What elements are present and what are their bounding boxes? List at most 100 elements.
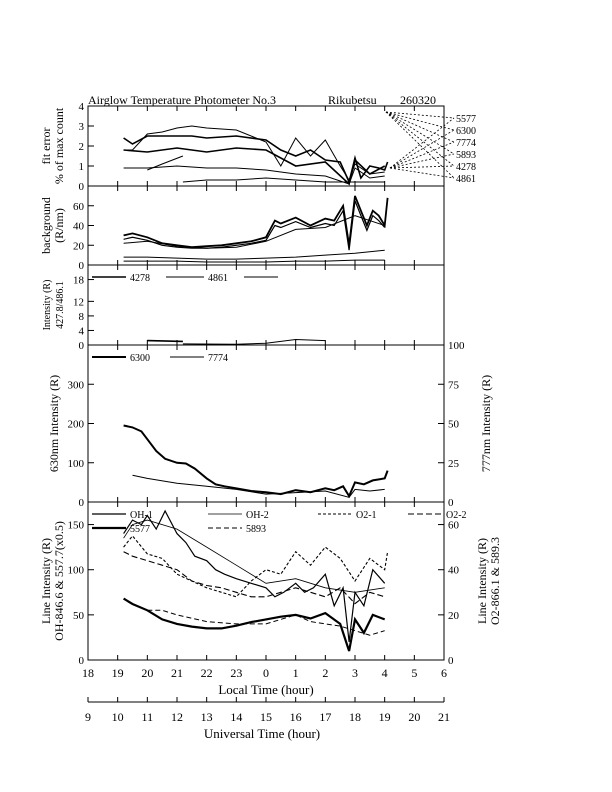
y-tick-right-label: 20 [448,610,460,622]
legend-leader-4278 [385,111,455,167]
y-tick-right-label: 50 [448,419,460,431]
legend-label-4278: 4278 [130,273,150,284]
y-axis-label: 630nm Intensity (R) [47,375,61,472]
legend-label-6300: 6300 [456,126,476,137]
y-axis-label-2: OH-846.6 & 557.7(x0.5) [52,521,66,641]
legend-label-OH-2: OH-2 [246,510,269,521]
y-tick-right-label: 25 [448,458,460,470]
y-axis-label: fit error [39,128,53,165]
y-tick-label: 2 [79,141,85,153]
y-tick-label: 12 [73,296,84,308]
local-time-tick-label: 19 [112,666,124,680]
series-4278 [147,155,184,171]
y-axis-label-2: 427.8/486.1 [55,281,66,329]
series-4861 [182,338,326,345]
y-tick-label: 1 [79,161,85,173]
panel-frame [87,105,445,187]
y-tick-label: 0 [79,655,85,667]
legend-label-4861: 4861 [208,273,228,284]
ut-tick-label: 9 [85,710,91,724]
series-O2-2 [123,551,385,605]
ut-tick-label: 12 [171,710,183,724]
y-tick-label: 0 [79,181,85,193]
legend-leader-5577 [385,111,455,119]
series-4278 [123,249,385,260]
local-time-tick-label: 22 [201,666,213,680]
y-tick-right-label: 40 [448,565,460,577]
ut-tick-label: 21 [438,710,450,724]
y-axis-label: background [39,197,53,254]
series-O2-1 [123,535,389,598]
y-axis-label-2: (R/nm) [52,208,66,243]
local-time-tick-label: 2 [322,666,328,680]
legend-leader-7774 [385,111,455,143]
local-time-tick-label: 4 [382,666,388,680]
legend-label-O2-2: O2-2 [446,510,467,521]
ut-tick-label: 10 [112,710,124,724]
panel-frame [87,185,445,266]
ut-tick-label: 16 [290,710,302,724]
universal-time-label: Universal Time (hour) [204,726,320,741]
y-axis-label: Intensity (R) [42,280,53,331]
series-6300 [123,424,389,499]
legend-leader-5893 [385,111,455,155]
date-code: 260320 [400,93,436,107]
legend-leader-5893 [389,153,455,169]
series-6300 [123,200,386,251]
series-5893 [123,147,386,186]
panel-intensity-4278-4861: 0 4 8 12 18 Intensity (R) 427.8/486.1 4278 4861 [42,264,445,352]
legend-leader-4278 [389,165,455,169]
legend-label-4861: 4861 [456,174,476,185]
series-5893 [147,609,385,636]
y-tick-label: 100 [68,458,85,470]
series-5577 [123,195,389,249]
legend-leader-5577 [389,117,455,169]
local-time-tick-label: 21 [171,666,183,680]
y-tick-label: 0 [79,260,85,272]
legend-label-O2-1: O2-1 [356,510,377,521]
series-7774 [132,474,385,498]
ut-tick-label: 20 [408,710,420,724]
y-tick-label: 18 [73,275,85,287]
y-tick-label: 40 [73,221,85,233]
series-5577 [123,135,389,185]
y-tick-label: 4 [79,325,85,337]
y-tick-label: 100 [68,565,85,577]
local-time-tick-label: 23 [230,666,242,680]
series-OH-2 [123,519,385,593]
panel-fit-error: 0 1 2 3 4 fit error% of max count 557763007774… [39,101,476,193]
legend-label-7774: 7774 [208,353,228,364]
local-time-tick-label: 20 [141,666,153,680]
local-time-tick-label: 0 [263,666,269,680]
ut-tick-label: 11 [142,710,154,724]
station-name: Rikubetsu [328,93,377,107]
legend-label-OH-1: OH-1 [130,510,153,521]
ut-tick-label: 19 [379,710,391,724]
series-7774 [123,215,385,249]
series-7774 [123,165,385,185]
y-axis-right-label-2: O2-866.1 & 589.3 [488,537,502,625]
ut-tick-label: 14 [230,710,242,724]
legend-label-5577: 5577 [456,114,476,125]
local-time-tick-label: 6 [441,666,447,680]
y-tick-right-label: 75 [448,379,460,391]
y-tick-right-label: 0 [448,655,454,667]
y-tick-label: 8 [79,311,85,323]
legend-label-7774: 7774 [456,138,476,149]
legend-label-4278: 4278 [456,162,476,173]
y-axis-label-2: % of max count [52,107,66,184]
ut-tick-label: 18 [349,710,361,724]
series-6300 [123,125,385,182]
y-tick-label: 60 [73,201,85,213]
y-tick-right-label: 60 [448,520,460,532]
local-time-label: Local Time (hour) [218,682,313,697]
y-tick-label: 200 [68,419,85,431]
y-tick-label: 150 [68,520,85,532]
series-OH-1 [123,509,386,642]
local-time-tick-label: 3 [352,666,358,680]
y-axis-right-label: 777nm Intensity (R) [479,375,493,472]
legend-label-5577: 5577 [130,524,150,535]
legend-label-5893: 5893 [246,524,266,535]
y-axis-right-label: Line Intensity (R) [475,538,489,624]
